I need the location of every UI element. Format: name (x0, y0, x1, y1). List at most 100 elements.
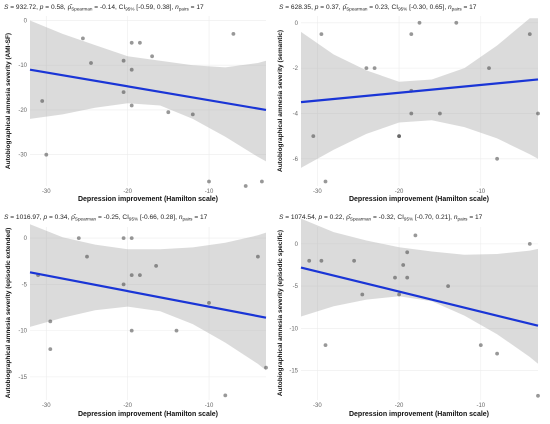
data-point (405, 275, 410, 280)
regression-line (29, 271, 267, 319)
data-point (121, 90, 126, 94)
data-point (397, 292, 401, 297)
data-point (260, 179, 264, 184)
y-tick-label: -4 (293, 111, 299, 117)
confidence-band (301, 218, 538, 364)
y-axis-label: Autobiographical amnesia severity (seman… (277, 30, 284, 172)
data-point (129, 103, 134, 108)
data-point (207, 179, 211, 184)
x-tick-label: -10 (205, 403, 214, 409)
x-tick-label: -30 (313, 189, 322, 195)
data-point (166, 110, 171, 115)
data-point (190, 112, 195, 117)
data-point (527, 32, 532, 36)
y-axis-label: Autobiographical amnesia severity (AMI-S… (5, 33, 12, 169)
y-tick-label: 0 (295, 21, 299, 27)
data-point (256, 254, 260, 259)
data-point (323, 343, 328, 347)
data-point (129, 40, 134, 45)
data-point (121, 236, 126, 241)
data-point (121, 282, 126, 287)
x-axis-label: Depression improvement (Hamilton scale) (349, 411, 489, 418)
data-point (138, 273, 142, 277)
data-point (417, 20, 422, 25)
data-point (129, 328, 134, 333)
y-tick-label: -10 (18, 63, 27, 69)
data-point (129, 67, 134, 72)
data-point (409, 111, 414, 116)
data-point (76, 236, 81, 241)
data-point (319, 32, 324, 36)
x-axis-label: Depression improvement (Hamilton scale) (78, 196, 218, 203)
data-point (85, 254, 89, 259)
x-tick-label: -20 (395, 189, 404, 195)
data-point (454, 20, 459, 25)
x-tick-label: -20 (395, 403, 404, 409)
data-point (231, 32, 236, 36)
x-tick-label: -30 (42, 189, 51, 195)
x-axis-label: Depression improvement (Hamilton scale) (78, 411, 218, 418)
x-axis-label: Depression improvement (Hamilton scale) (349, 196, 489, 203)
data-point (319, 258, 324, 263)
data-point (311, 134, 316, 139)
y-tick-label: -15 (18, 375, 27, 381)
data-point (487, 66, 491, 70)
x-tick-label: -20 (123, 189, 132, 195)
data-point (438, 111, 442, 116)
y-tick-label: -6 (293, 157, 299, 163)
data-point (150, 54, 155, 59)
y-axis-label: Autobiographical amnesia severity (episo… (5, 228, 12, 399)
data-point (478, 343, 483, 347)
data-point (121, 58, 126, 63)
y-tick-label: -20 (18, 108, 27, 114)
chart-panel-1: -30 -20 -10 -30 -20 -10 0 Depression improvemen… (4, 4, 267, 203)
x-tick-label: -10 (205, 189, 214, 195)
data-point (393, 275, 397, 280)
data-point (536, 111, 540, 116)
data-point (89, 61, 93, 65)
chart-panel-4: -30 -20 -10 -15 -10 -5 0 Depression improvement… (277, 214, 540, 418)
data-point (207, 301, 211, 305)
data-point (527, 242, 532, 246)
y-axis-label: Autobiographical amnesia severity (episo… (277, 230, 284, 396)
data-point (364, 66, 369, 70)
data-point (264, 365, 268, 370)
data-point (495, 351, 499, 356)
regression-line (29, 68, 267, 112)
y-tick-label: 0 (24, 236, 28, 242)
data-point (174, 328, 179, 333)
stats-title: S = 628.35, p = 0.37, ρ̂Spearman = 0.23,… (279, 4, 477, 12)
y-tick-label: -15 (289, 368, 298, 374)
regression-line (300, 78, 539, 104)
data-point (129, 273, 134, 277)
stats-title: S = 1016.97, p = 0.34, ρ̂Spearman = -0.2… (4, 214, 208, 222)
data-point (154, 264, 159, 268)
data-point (307, 258, 312, 263)
y-tick-label: -2 (293, 66, 299, 72)
data-point (397, 134, 401, 139)
y-tick-label: -10 (18, 329, 27, 335)
y-tick-label: -30 (18, 153, 27, 159)
data-point (446, 284, 450, 288)
data-point (405, 250, 410, 255)
confidence-band (30, 20, 266, 162)
x-tick-label: -20 (123, 403, 132, 409)
stats-title: S = 932.72, p = 0.58, ρ̂Spearman = -0.14… (4, 4, 204, 12)
y-tick-label: -5 (293, 284, 299, 290)
data-point (129, 236, 134, 241)
data-point (413, 233, 418, 238)
data-point (40, 99, 45, 103)
data-point (48, 319, 53, 324)
confidence-band (301, 18, 538, 168)
data-point (536, 393, 540, 398)
y-tick-label: -5 (22, 282, 28, 288)
data-point (44, 152, 49, 157)
data-point (372, 66, 377, 70)
data-point (401, 263, 406, 267)
data-point (409, 32, 414, 36)
regression-line (300, 266, 539, 327)
x-tick-label: -30 (313, 403, 322, 409)
data-point (243, 184, 248, 188)
